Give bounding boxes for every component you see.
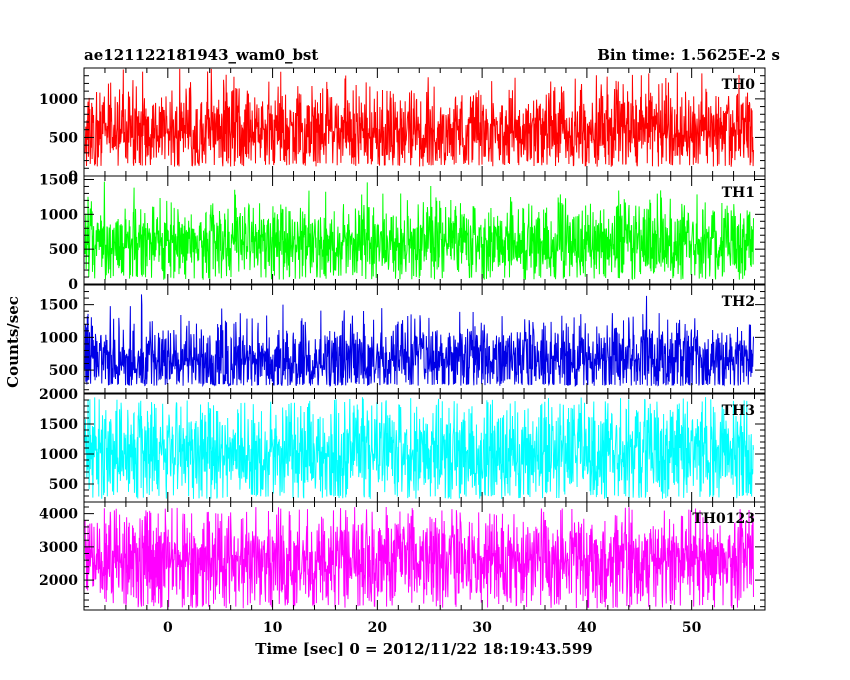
series-trace-th2	[84, 294, 754, 388]
y-tick-label: 4000	[39, 507, 78, 523]
chart-subtitle: Bin time: 1.5625E-2 s	[597, 46, 780, 64]
x-tick-label: 0	[163, 620, 173, 636]
panel-frame-th2	[83, 284, 766, 394]
panel-frame-th1	[83, 175, 766, 285]
series-trace-th0123	[84, 507, 754, 609]
y-tick-label: 500	[49, 242, 78, 258]
y-tick-label: 2000	[39, 573, 78, 589]
panel-label-th0: TH0	[722, 77, 756, 93]
series-trace-th0	[84, 68, 754, 167]
panel-label-th2: TH2	[722, 294, 755, 310]
panel-label-th3: TH3	[722, 403, 755, 419]
y-tick-label: 0	[68, 277, 78, 293]
x-tick-label: 10	[263, 620, 283, 636]
y-tick-label: 0	[68, 169, 78, 185]
series-trace-th3	[84, 397, 754, 499]
y-tick-label: 500	[49, 363, 78, 379]
panel-label-th1: TH1	[722, 185, 755, 201]
y-tick-label: 500	[49, 130, 78, 146]
x-tick-label: 30	[472, 620, 492, 636]
y-tick-label: 1500	[39, 172, 78, 188]
panel-label-th0123: TH0123	[692, 511, 755, 527]
y-tick-label: 500	[49, 477, 78, 493]
panel-frame-th0123	[83, 501, 766, 611]
y-axis-label: Counts/sec	[4, 296, 22, 388]
x-tick-label: 50	[682, 620, 702, 636]
y-tick-label: 1000	[39, 92, 78, 108]
x-tick-label: 20	[368, 620, 388, 636]
y-tick-label: 1500	[39, 298, 78, 314]
series-trace-th1	[84, 181, 754, 281]
y-tick-label: 2000	[39, 387, 78, 403]
y-tick-label: 1500	[39, 417, 78, 433]
x-tick-label: 40	[577, 620, 597, 636]
y-tick-label: 1000	[39, 330, 78, 346]
y-tick-label: 1000	[39, 207, 78, 223]
y-tick-label: 1000	[39, 447, 78, 463]
y-tick-label: 3000	[39, 540, 78, 556]
chart-title: ae121122181943_wam0_bst	[84, 46, 318, 64]
x-axis-label: Time [sec] 0 = 2012/11/22 18:19:43.599	[255, 640, 592, 658]
